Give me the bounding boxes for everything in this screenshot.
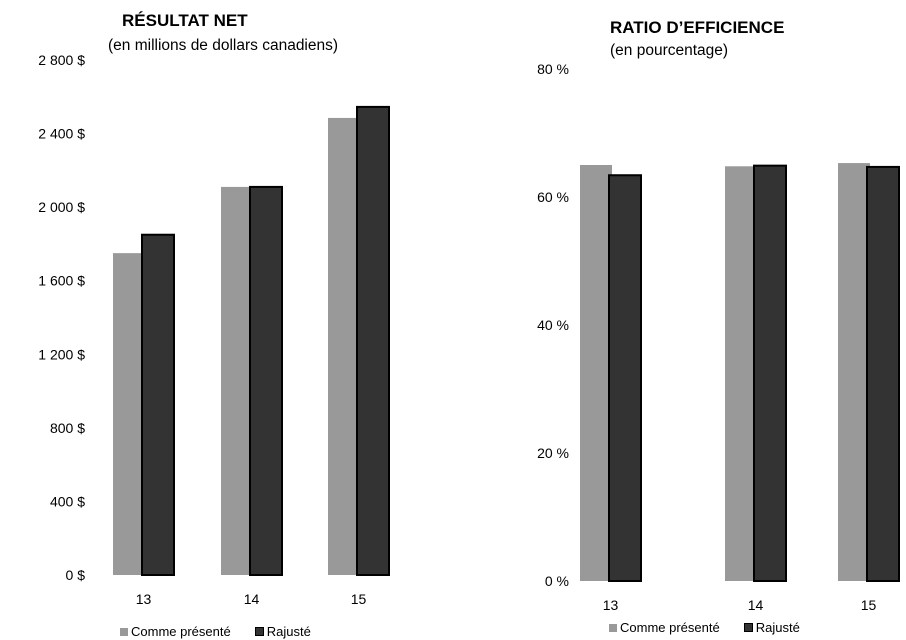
legend-label-presented: Comme présenté [620,620,720,635]
legend-swatch-presented [120,627,128,636]
efficiency-ratio-chart: RATIO D’EFFICIENCE (en pourcentage) 0 % 2… [500,0,906,640]
y-tick-label: 20 % [537,445,569,461]
bar-adjusted [866,165,900,582]
y-tick-label: 0 $ [66,567,86,583]
chart-legend: Comme présenté Rajusté [120,624,335,639]
legend-item-adjusted: Rajusté [254,624,311,639]
bar-presented [725,166,757,581]
bar-presented [113,253,145,575]
net-income-chart: RÉSULTAT NET (en millions de dollars can… [0,0,450,640]
bar-adjusted [141,233,175,576]
x-tick-label: 14 [244,591,260,607]
legend-item-adjusted: Rajusté [743,620,800,635]
x-tick-label: 14 [748,597,764,613]
y-tick-label: 2 000 $ [38,199,85,215]
y-tick-label: 2 400 $ [38,126,85,142]
y-tick-label: 60 % [537,189,569,205]
chart-subtitle: (en millions de dollars canadiens) [108,37,339,54]
y-tick-label: 0 % [545,573,569,589]
legend-swatch-presented [609,623,617,632]
legend-item-presented: Comme présenté [609,620,720,635]
bar-adjusted [753,164,787,582]
x-tick-label: 13 [136,591,152,607]
legend-label-presented: Comme présenté [131,624,231,639]
bar-adjusted [608,174,642,583]
y-tick-label: 80 % [537,61,569,77]
y-tick-label: 1 600 $ [38,273,85,289]
chart-plot: 0 $ 400 $ 800 $ 1 200 $ 1 600 $ 2 000 $ 2 400 … [38,52,390,607]
y-tick-label: 2 800 $ [38,52,85,68]
y-tick-label: 1 200 $ [38,346,85,362]
chart-title: RATIO D’EFFICIENCE [610,18,785,37]
bar-adjusted [249,185,283,577]
legend-item-presented: Comme présenté [120,624,231,639]
legend-swatch-adjusted [743,623,753,632]
bar-presented [580,165,612,581]
chart-title: RÉSULTAT NET [122,11,248,30]
bar-adjusted [356,105,390,576]
y-tick-label: 40 % [537,317,569,333]
x-tick-label: 15 [351,591,367,607]
chart-legend: Comme présenté Rajusté [609,620,824,635]
chart-plot: 0 % 20 % 40 % 60 % 80 % 13 14 15 [537,61,900,613]
x-tick-label: 13 [603,597,619,613]
legend-label-adjusted: Rajusté [755,620,800,635]
x-tick-label: 15 [861,597,877,613]
legend-swatch-adjusted [254,627,264,636]
y-tick-label: 400 $ [50,493,85,509]
bar-presented [328,117,360,575]
bar-presented [838,163,870,581]
bar-presented [221,186,253,576]
chart-subtitle: (en pourcentage) [610,42,729,59]
legend-label-adjusted: Rajusté [266,624,311,639]
y-tick-label: 800 $ [50,420,85,436]
